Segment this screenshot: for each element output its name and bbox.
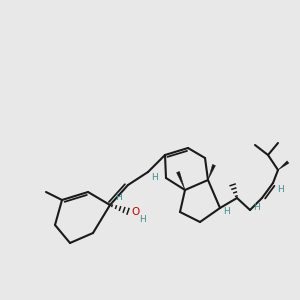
Text: H: H [115, 194, 122, 202]
Text: H: H [278, 184, 284, 194]
Text: H: H [152, 173, 158, 182]
Text: H: H [139, 214, 146, 224]
Polygon shape [176, 171, 185, 190]
Text: O: O [131, 207, 139, 217]
Text: H: H [254, 202, 260, 211]
Polygon shape [208, 164, 215, 180]
Text: H: H [223, 208, 230, 217]
Polygon shape [278, 161, 289, 170]
